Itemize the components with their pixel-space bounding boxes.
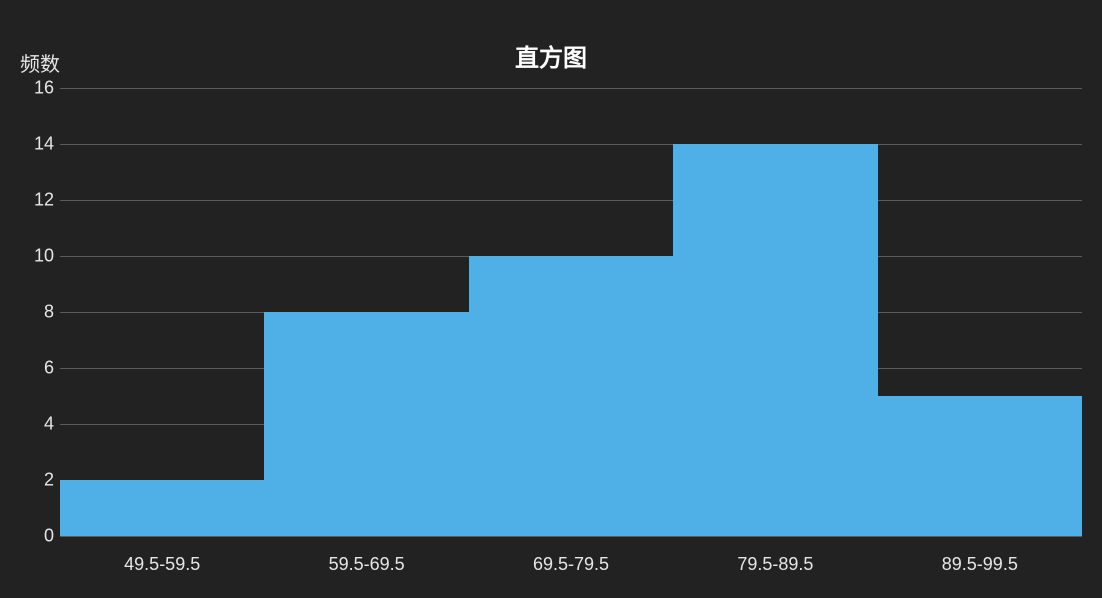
y-tick-label: 12 (14, 190, 54, 211)
y-tick-label: 14 (14, 134, 54, 155)
histogram-bar (469, 256, 673, 536)
y-axis-label: 频数 (20, 48, 60, 77)
y-tick-label: 2 (14, 470, 54, 491)
grid-line (60, 200, 1082, 201)
y-tick-label: 4 (14, 414, 54, 435)
grid-line (60, 88, 1082, 89)
y-tick-label: 6 (14, 358, 54, 379)
x-tick-label: 59.5-69.5 (329, 554, 405, 575)
y-tick-label: 16 (14, 78, 54, 99)
chart-title: 直方图 (0, 38, 1102, 73)
histogram-bar (673, 144, 877, 536)
y-tick-label: 10 (14, 246, 54, 267)
x-tick-label: 69.5-79.5 (533, 554, 609, 575)
grid-line (60, 536, 1082, 537)
y-tick-label: 0 (14, 526, 54, 547)
x-tick-label: 89.5-99.5 (942, 554, 1018, 575)
x-tick-label: 79.5-89.5 (737, 554, 813, 575)
histogram-bar (60, 480, 264, 536)
plot-area (60, 88, 1082, 536)
x-tick-label: 49.5-59.5 (124, 554, 200, 575)
y-tick-label: 8 (14, 302, 54, 323)
grid-line (60, 144, 1082, 145)
chart-stage: 直方图 频数 0 2 4 6 8 10 12 14 16 49.5-59.5 59.5-69.5 69… (0, 0, 1102, 598)
histogram-bar (878, 396, 1082, 536)
histogram-bar (264, 312, 468, 536)
